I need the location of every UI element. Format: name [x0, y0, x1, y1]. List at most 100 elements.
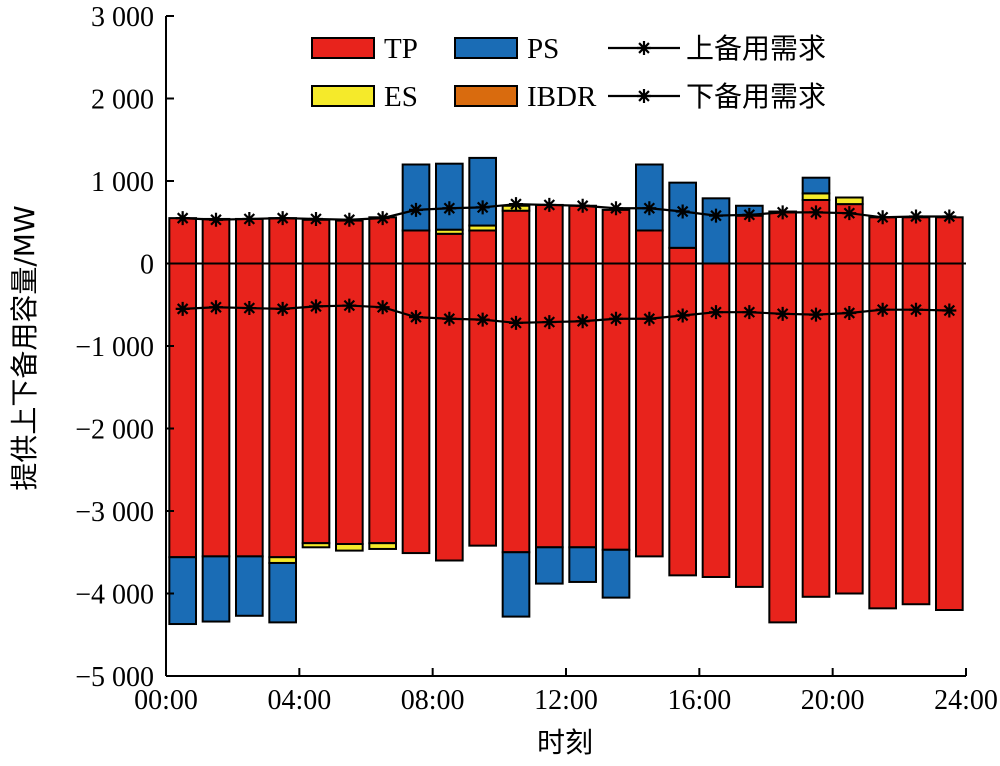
down-bar-tp-11 — [501, 262, 531, 554]
down-bar-ps-11 — [501, 551, 531, 618]
down-bar-tp-12 — [535, 262, 564, 549]
up-bar-tp-18 — [735, 214, 764, 265]
up-demand-point-5 — [309, 211, 323, 226]
down-demand-point-3 — [242, 301, 257, 316]
x-tick-label: 24:00 — [934, 685, 998, 716]
up-bar-tp-5 — [301, 218, 331, 265]
axes-layer: 3 000 2 000 1 000 0 −1 000 −2 000 −3 000 −4 000… — [75, 2, 998, 716]
down-demand-point-10 — [475, 312, 490, 327]
up-demand-point-2 — [209, 212, 223, 227]
down-demand-point-17 — [709, 305, 723, 320]
legend-star-marker — [637, 89, 651, 103]
up-bar-tp-8 — [401, 229, 431, 265]
legend-swatch-ps — [454, 37, 518, 59]
down-demand-point-1 — [175, 301, 190, 316]
y-axis-title: 提供上下备用容量/MW — [8, 205, 41, 490]
up-demand-point-11 — [509, 197, 523, 212]
down-bar-tp-10 — [468, 262, 497, 547]
down-demand-point-8 — [409, 310, 423, 325]
down-demand-point-6 — [342, 298, 357, 313]
up-demand-point-10 — [475, 200, 490, 215]
up-demand-point-23 — [909, 209, 923, 224]
y-tick-label: −3 000 — [75, 497, 154, 528]
up-bar-tp-10 — [468, 229, 497, 265]
legend-swatch-ibdr — [454, 85, 518, 107]
x-tick-label: 08:00 — [401, 685, 465, 716]
down-demand-point-23 — [909, 302, 923, 317]
up-bar-ps-10 — [468, 156, 497, 227]
down-bar-ps-13 — [568, 546, 598, 583]
legend: TP PS 上备用需求 ES IBDR 下备用需求 — [311, 32, 826, 113]
demand-lines-layer — [175, 197, 957, 330]
bars-layer — [168, 156, 964, 626]
up-demand-point-14 — [609, 201, 623, 216]
up-bar-tp-23 — [901, 216, 931, 265]
down-bar-ps-2 — [201, 555, 231, 623]
down-bar-tp-15 — [635, 262, 664, 558]
up-bar-tp-12 — [535, 203, 564, 265]
down-bar-ps-3 — [235, 555, 264, 617]
up-bar-tp-9 — [435, 232, 464, 265]
x-tick-label: 04:00 — [267, 685, 331, 716]
up-demand-point-18 — [742, 207, 757, 222]
legend-star-marker — [637, 41, 651, 55]
down-demand-point-21 — [842, 306, 857, 320]
y-tick-label: −2 000 — [75, 415, 154, 446]
x-axis-title: 时刻 — [537, 726, 593, 759]
up-bar-ps-20 — [801, 176, 831, 195]
up-demand-point-3 — [242, 211, 257, 226]
y-tick-label: 1 000 — [91, 167, 154, 198]
legend-label: PS — [527, 33, 559, 65]
x-tick-label: 20:00 — [801, 685, 865, 716]
up-demand-point-8 — [409, 202, 423, 217]
legend-label: ES — [384, 81, 418, 113]
legend-swatch-tp — [311, 37, 375, 59]
legend-label: 下备用需求 — [686, 80, 826, 113]
up-bar-ps-8 — [401, 163, 431, 232]
down-demand-point-5 — [309, 299, 323, 314]
down-demand-point-20 — [809, 307, 823, 322]
down-bar-tp-23 — [901, 262, 931, 606]
up-demand-point-20 — [809, 205, 823, 220]
down-bar-tp-14 — [601, 262, 631, 551]
y-tick-label: −4 000 — [75, 580, 154, 611]
down-bar-es-6 — [335, 543, 364, 552]
down-bar-tp-19 — [768, 262, 798, 624]
down-demand-line — [182, 304, 950, 325]
up-bar-ps-15 — [635, 163, 664, 232]
down-bar-tp-13 — [568, 262, 598, 549]
down-bar-tp-2 — [201, 262, 231, 558]
up-demand-point-9 — [442, 201, 457, 216]
up-bar-tp-14 — [601, 208, 631, 265]
x-tick-label: 16:00 — [667, 685, 731, 716]
up-demand-point-22 — [875, 210, 890, 225]
up-bar-tp-16 — [668, 246, 698, 265]
down-demand-point-22 — [875, 302, 890, 317]
up-demand-point-24 — [942, 209, 957, 224]
legend-swatch-es — [311, 85, 375, 107]
down-demand-point-2 — [209, 300, 223, 315]
legend-label: TP — [384, 33, 418, 65]
up-demand-point-21 — [842, 206, 857, 221]
down-bar-tp-8 — [401, 262, 431, 555]
down-demand-point-9 — [442, 311, 457, 326]
down-demand-point-12 — [542, 315, 557, 330]
up-bar-tp-13 — [568, 204, 598, 265]
y-tick-label: 3 000 — [91, 2, 154, 33]
legend-label: IBDR — [527, 81, 597, 113]
down-bar-ps-12 — [535, 546, 564, 585]
down-demand-point-7 — [375, 300, 390, 315]
up-demand-point-6 — [342, 212, 357, 227]
down-bar-ps-4 — [268, 561, 297, 624]
up-demand-point-4 — [275, 211, 290, 226]
up-bar-tp-11 — [501, 209, 531, 265]
up-demand-point-7 — [375, 211, 390, 226]
up-bar-tp-24 — [935, 216, 964, 265]
up-bar-tp-15 — [635, 229, 664, 265]
y-tick-label: −1 000 — [75, 332, 154, 363]
y-tick-label: 2 000 — [91, 85, 154, 116]
up-demand-line — [182, 202, 950, 221]
up-bar-ps-17 — [701, 197, 731, 265]
x-tick-label: 12:00 — [534, 685, 598, 716]
